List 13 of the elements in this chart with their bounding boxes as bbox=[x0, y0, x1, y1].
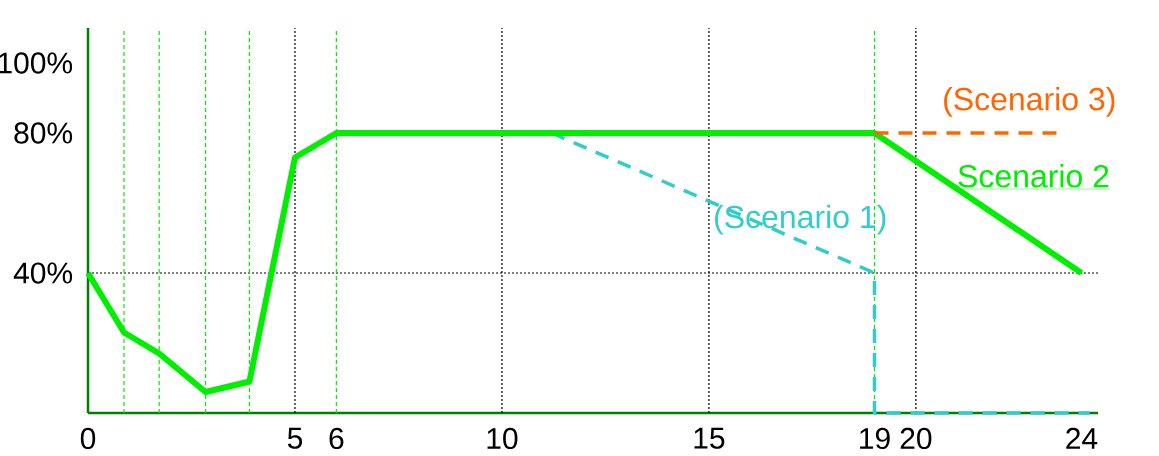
x-tick-label: 19 bbox=[860, 427, 890, 450]
y-tick-label: 40% bbox=[13, 262, 73, 284]
x-tick-label: 0 bbox=[80, 427, 96, 450]
x-tick-label: 24 bbox=[1066, 427, 1098, 449]
x-tick-label: 5 bbox=[287, 427, 303, 449]
y-tick-label: 80% bbox=[14, 122, 73, 144]
series-label: (Scenario 1) bbox=[715, 204, 886, 235]
x-tick-label: 10 bbox=[487, 427, 518, 450]
series-label: (Scenario 3) bbox=[944, 87, 1115, 117]
x-tick-label: 15 bbox=[694, 427, 725, 449]
x-tick-label: 20 bbox=[900, 427, 932, 450]
x-tick-label: 6 bbox=[329, 427, 344, 450]
series-label: Scenario 2 bbox=[958, 164, 1109, 188]
